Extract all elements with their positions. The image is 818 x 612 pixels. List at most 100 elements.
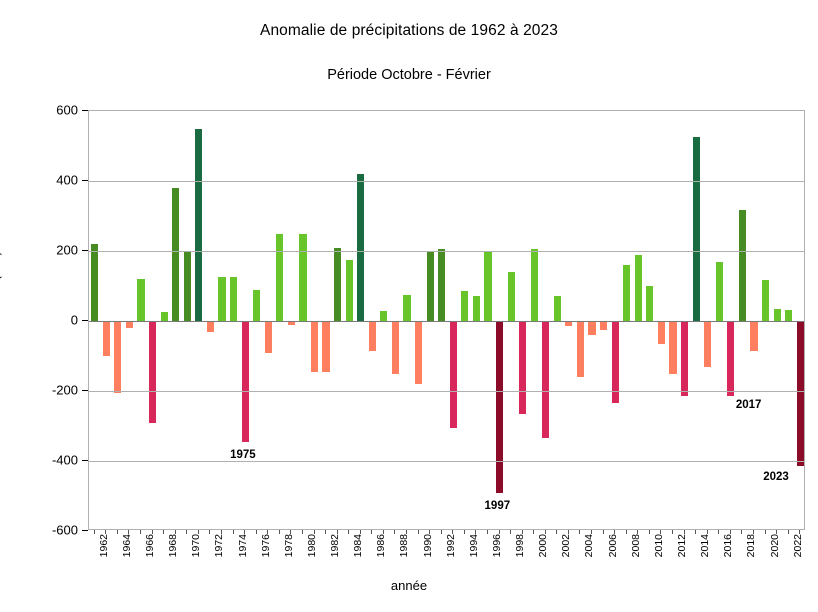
bar-1982[interactable] [322,321,330,372]
x-tick-mark [197,530,199,534]
annotation-2023: 2023 [763,471,789,484]
bar-1976[interactable] [253,289,261,321]
y-tick-label: -200 [51,382,78,398]
x-tick-mark [440,530,442,534]
x-axis-title: année [390,578,428,593]
x-tick-mark [567,530,569,534]
x-tick-label-1968: 1968 [167,534,180,558]
bar-1984[interactable] [345,259,353,321]
bar-1997[interactable] [495,321,504,493]
bar-1962[interactable] [91,244,99,321]
bar-1967[interactable] [149,321,157,423]
bar-1993[interactable] [449,321,457,428]
bar-2000[interactable] [530,248,538,321]
x-tick-mark [336,530,338,534]
bar-1990[interactable] [415,321,423,384]
bar-2016[interactable] [715,262,723,321]
bar-1996[interactable] [484,251,492,321]
x-tick-mark [718,530,720,534]
bar-1983[interactable] [334,247,342,321]
x-tick-mark [648,530,650,534]
bar-1981[interactable] [310,321,319,372]
bar-1991[interactable] [426,251,434,321]
gridline [89,181,804,182]
x-tick-label-1964: 1964 [120,534,133,558]
bar-2023[interactable] [796,321,804,467]
bar-2010[interactable] [646,286,654,321]
x-tick-mark [799,530,801,534]
bar-2022[interactable] [785,309,793,321]
bar-2015[interactable] [704,321,712,367]
x-tick-label-1996: 1996 [490,534,503,558]
x-tick-mark [706,530,708,534]
y-tick-mark [82,250,88,251]
bar-1963[interactable] [102,321,110,356]
bar-2001[interactable] [542,321,550,439]
y-axis: anomalie de cumul (mm) 600 400 200 0 -200 -40… [0,0,88,612]
bar-2006[interactable] [600,321,608,330]
bar-1969[interactable] [172,188,180,321]
x-tick-mark [348,530,350,534]
bar-1977[interactable] [264,321,272,353]
x-tick-label-1990: 1990 [421,534,434,558]
bar-2018[interactable] [738,209,746,321]
bar-1974[interactable] [229,277,238,321]
annotation-1997: 1997 [484,499,511,512]
bar-2002[interactable] [553,295,561,321]
bar-1968[interactable] [160,312,168,321]
x-tick-label-1988: 1988 [398,534,411,558]
bar-1970[interactable] [183,251,191,321]
x-tick-label-1976: 1976 [259,534,272,558]
x-tick-mark [359,530,361,534]
bar-1973[interactable] [218,277,226,321]
bar-2013[interactable] [680,321,689,397]
bar-1989[interactable] [403,294,411,321]
bar-2011[interactable] [657,321,665,344]
x-tick-mark [93,530,95,534]
bar-1964[interactable] [114,321,122,393]
y-tick-mark [82,180,88,181]
bar-2007[interactable] [611,321,619,404]
bar-2017[interactable] [727,321,735,397]
bar-2003[interactable] [565,321,573,327]
bar-1999[interactable] [519,321,527,414]
bar-1998[interactable] [507,272,515,321]
zero-line [89,321,804,322]
bar-1985[interactable] [357,174,365,321]
bar-1979[interactable] [287,321,295,325]
x-tick-mark [301,530,303,534]
bar-1995[interactable] [472,295,480,321]
bar-2019[interactable] [750,321,758,351]
bar-1971[interactable] [195,128,203,321]
bar-2020[interactable] [761,279,770,321]
x-tick-label-1978: 1978 [282,534,295,558]
y-tick-label: -600 [51,522,78,538]
bar-1980[interactable] [299,234,307,321]
bar-2021[interactable] [773,308,781,321]
gridline [89,391,804,392]
bar-2008[interactable] [623,265,631,321]
x-tick-mark [220,530,222,534]
x-tick-mark [325,530,327,534]
x-tick-label-2006: 2006 [606,534,619,558]
bar-2005[interactable] [588,321,596,335]
x-tick-label-2002: 2002 [560,534,573,558]
bar-1972[interactable] [206,321,214,332]
bar-1994[interactable] [461,291,469,321]
bar-1987[interactable] [380,310,388,321]
bar-1986[interactable] [368,321,376,351]
bar-1992[interactable] [438,249,446,321]
x-tick-label-2014: 2014 [699,534,712,558]
bar-1978[interactable] [276,234,284,321]
x-tick-mark [128,530,130,534]
bar-1975[interactable] [241,321,249,442]
bar-2004[interactable] [576,321,585,377]
bar-2012[interactable] [669,321,677,375]
y-tick-label: 600 [56,102,78,118]
bar-1965[interactable] [125,321,134,328]
x-tick-mark [140,530,142,534]
bar-2014[interactable] [692,137,700,321]
bar-1988[interactable] [391,321,400,374]
bar-2009[interactable] [634,254,642,321]
bar-1966[interactable] [137,279,145,321]
